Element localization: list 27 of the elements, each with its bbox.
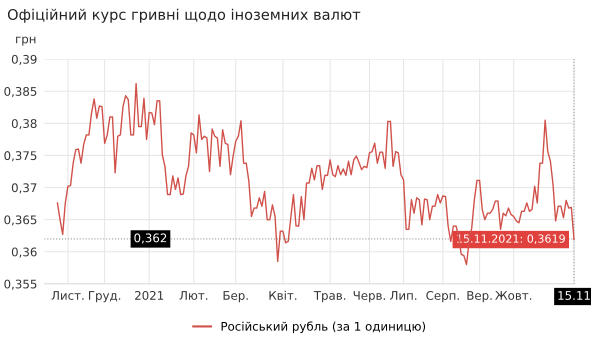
y-tick-label: 0,385 [4, 86, 36, 98]
x-tick-label: Лип. [390, 291, 416, 300]
y-tick-label: 0,365 [4, 215, 36, 226]
y-tick-label: 0,37 [12, 183, 36, 194]
y-axis-title: грн [16, 36, 36, 46]
x-tick-label: Черв. [354, 291, 385, 302]
x-tick-label: Груд. [88, 291, 120, 302]
y-tick-label: 0,39 [12, 54, 37, 66]
y-tick-label: 0,36 [12, 247, 37, 258]
legend-label: Російський рубль (за 1 одиницю) [222, 321, 426, 334]
y-tick-label: 0,355 [4, 280, 36, 290]
x-tick-label: Лист. [52, 291, 84, 300]
y-tick-label: 0,38 [12, 119, 37, 130]
line-series [56, 82, 575, 266]
x-tick-label: 15.11 [558, 291, 590, 300]
chart-title: Офіційний курс гривні щодо іноземних валют [8, 8, 360, 23]
x-tick-label: Жовт. [495, 291, 532, 300]
x-tick-label: Трав. [314, 291, 346, 302]
y-tick-label: 0,375 [4, 151, 36, 162]
x-tick-label: Квіт. [269, 290, 296, 300]
x-tick-label: 2021 [135, 291, 164, 300]
annotation: 15.11.2021: 0,3619 [457, 234, 565, 244]
x-tick-label: Вер. [467, 291, 492, 302]
x-tick-label: Серп. [426, 291, 459, 302]
x-tick-label: Бер. [224, 291, 248, 302]
x-tick-label: Лют. [180, 291, 208, 300]
ref-line-label: 0,362 [134, 233, 166, 244]
